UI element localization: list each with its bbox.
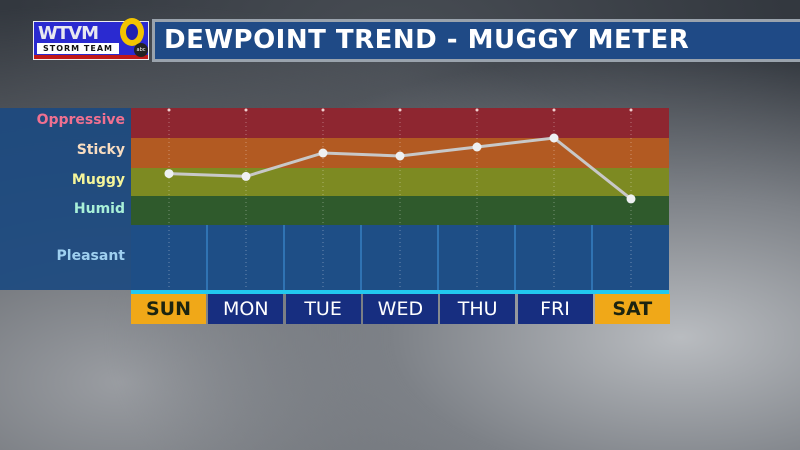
data-point-thu xyxy=(472,142,482,152)
logo-text: WTVM xyxy=(38,23,99,44)
level-label-pleasant: Pleasant xyxy=(56,248,125,264)
level-label-muggy: Muggy xyxy=(71,172,125,188)
level-label-humid: Humid xyxy=(73,201,125,217)
level-label-oppressive: Oppressive xyxy=(36,112,125,128)
data-point-sat xyxy=(626,194,636,204)
grid-tick xyxy=(321,108,325,112)
band-humid xyxy=(131,196,669,225)
day-label-mon: MON xyxy=(208,294,284,324)
grid-tick xyxy=(398,108,402,112)
grid-tick xyxy=(475,108,479,112)
band-muggy xyxy=(131,168,669,196)
channel-9-icon xyxy=(120,18,144,46)
band-oppressive xyxy=(131,108,669,138)
level-labels: Pleasant Humid Muggy Sticky Oppressive xyxy=(0,108,131,290)
data-point-fri xyxy=(549,133,559,143)
day-label-thu: THU xyxy=(440,294,516,324)
logo-stripe xyxy=(34,55,148,59)
day-label-wed: WED xyxy=(362,294,438,324)
title-bar: DEWPOINT TREND - MUGGY METER xyxy=(152,19,800,62)
axis-bar xyxy=(131,290,669,294)
data-point-sun xyxy=(164,169,174,179)
wtvm-storm-team-logo: WTVM STORM TEAM abc xyxy=(33,18,149,60)
abc-logo-icon: abc xyxy=(134,43,148,57)
page-title: DEWPOINT TREND - MUGGY METER xyxy=(155,22,800,59)
trend-line xyxy=(168,136,632,201)
trend-chart xyxy=(164,108,636,290)
data-point-tue xyxy=(318,148,328,158)
data-point-wed xyxy=(395,151,405,161)
grid-tick xyxy=(167,108,171,112)
level-label-sticky: Sticky xyxy=(76,142,125,158)
day-label-fri: FRI xyxy=(517,294,593,324)
chart-plot xyxy=(131,108,669,290)
day-label-sun: SUN xyxy=(131,294,206,324)
day-label-sat: SAT xyxy=(594,294,670,324)
logo-subtext: STORM TEAM xyxy=(37,43,119,54)
band-pleasant xyxy=(131,225,669,290)
grid-tick xyxy=(244,108,248,112)
grid-tick xyxy=(552,108,556,112)
day-label-tue: TUE xyxy=(285,294,361,324)
data-point-mon xyxy=(241,171,251,181)
grid-tick xyxy=(629,108,633,112)
